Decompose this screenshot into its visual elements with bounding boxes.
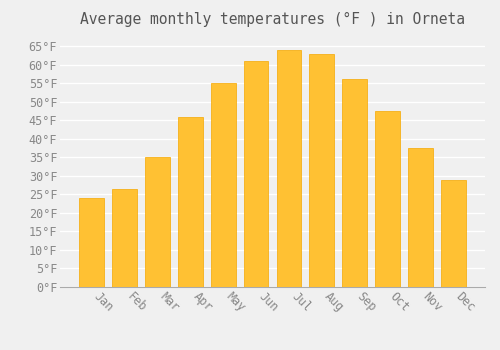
- Bar: [145, 157, 170, 287]
- Bar: [244, 61, 268, 287]
- Bar: [441, 180, 466, 287]
- Bar: [376, 111, 400, 287]
- Bar: [211, 83, 236, 287]
- Bar: [276, 50, 301, 287]
- Bar: [112, 189, 137, 287]
- Bar: [408, 148, 433, 287]
- Bar: [80, 198, 104, 287]
- Bar: [178, 117, 203, 287]
- Bar: [342, 79, 367, 287]
- Bar: [310, 54, 334, 287]
- Title: Average monthly temperatures (°F ) in Orneta: Average monthly temperatures (°F ) in Or…: [80, 12, 465, 27]
